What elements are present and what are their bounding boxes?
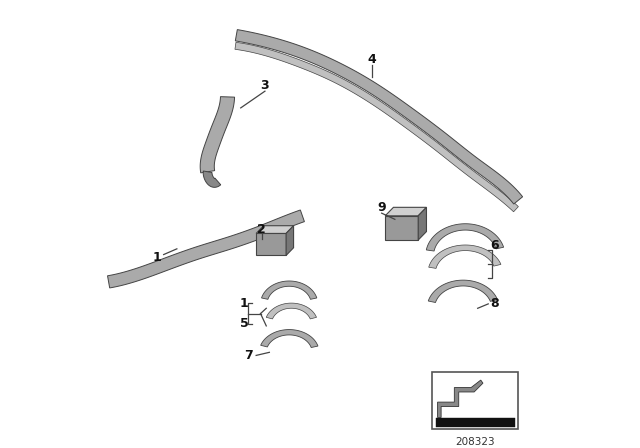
Polygon shape (108, 210, 305, 288)
Text: 208323: 208323 (456, 437, 495, 448)
Polygon shape (385, 207, 426, 216)
Text: 3: 3 (260, 79, 269, 92)
Polygon shape (385, 216, 418, 240)
Bar (436, 418, 515, 427)
Polygon shape (260, 330, 318, 348)
Text: 8: 8 (490, 297, 499, 310)
Polygon shape (438, 380, 483, 418)
Polygon shape (428, 280, 497, 302)
Polygon shape (200, 97, 234, 173)
Polygon shape (203, 171, 221, 187)
Bar (432, 372, 518, 429)
Polygon shape (262, 281, 317, 299)
Text: 7: 7 (244, 349, 253, 362)
Polygon shape (256, 226, 294, 233)
Text: 1: 1 (240, 297, 249, 310)
Text: 1: 1 (153, 251, 161, 264)
Polygon shape (429, 245, 501, 268)
Text: 9: 9 (378, 201, 386, 215)
Polygon shape (266, 303, 317, 319)
Text: 2: 2 (257, 223, 266, 236)
Text: 6: 6 (490, 239, 499, 252)
Polygon shape (256, 233, 286, 255)
Polygon shape (236, 30, 523, 204)
Text: 4: 4 (367, 53, 376, 66)
Polygon shape (286, 226, 294, 255)
Polygon shape (418, 207, 426, 240)
Polygon shape (426, 224, 504, 251)
Text: 5: 5 (240, 317, 249, 330)
Polygon shape (235, 42, 518, 212)
